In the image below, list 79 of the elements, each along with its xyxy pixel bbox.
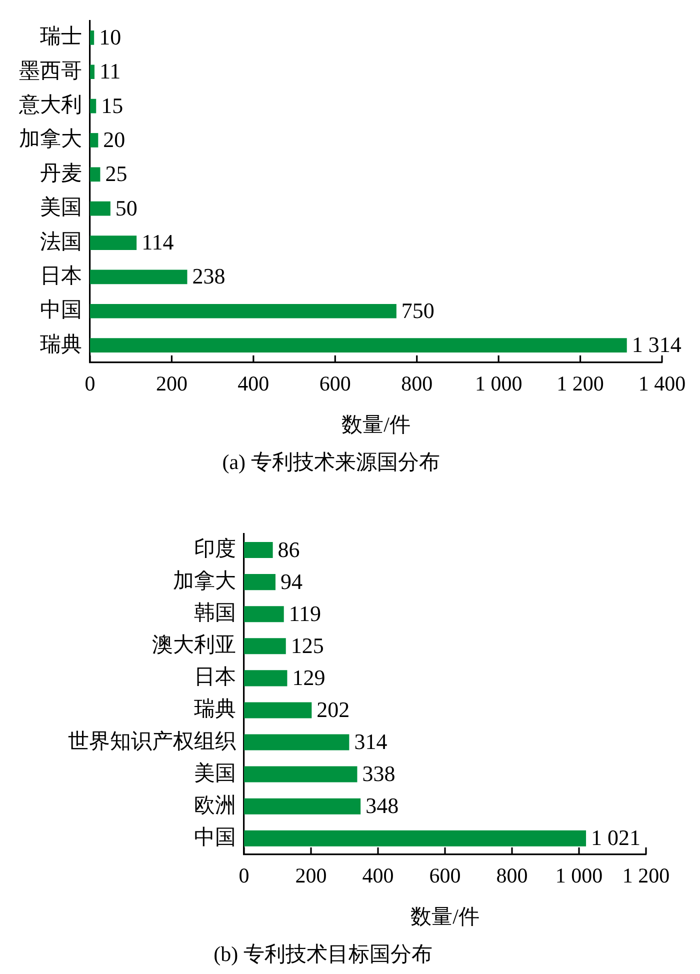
data-label: 1 314 xyxy=(632,332,682,358)
data-label: 119 xyxy=(288,600,322,626)
bar xyxy=(244,798,361,814)
x-tick-label: 200 xyxy=(156,372,188,396)
data-label: 238 xyxy=(192,264,226,289)
x-tick-label: 400 xyxy=(362,864,394,888)
x-tick-label: 600 xyxy=(319,372,351,396)
data-label: 202 xyxy=(316,697,350,722)
y-tick-label: 法国 xyxy=(40,229,82,254)
data-label: 129 xyxy=(292,664,326,690)
bar xyxy=(244,734,350,750)
data-label: 348 xyxy=(366,793,399,818)
y-tick-label: 美国 xyxy=(40,195,82,220)
bar xyxy=(90,338,627,352)
x-tick-label: 1 400 xyxy=(638,372,686,396)
data-label: 15 xyxy=(101,92,124,118)
bar xyxy=(244,702,312,718)
text: (a) 专利技术来源国分布 xyxy=(222,450,440,474)
x-tick-label: 800 xyxy=(401,372,433,396)
y-tick-label: 韩国 xyxy=(194,600,236,625)
y-tick-label: 瑞典 xyxy=(40,332,82,356)
x-tick-label: 1 200 xyxy=(622,864,670,888)
data-label: 25 xyxy=(105,161,128,186)
bar xyxy=(90,304,396,318)
data-label: 94 xyxy=(280,568,302,594)
bar xyxy=(244,830,586,846)
x-axis-title: 数量/件 xyxy=(410,904,480,929)
data-label: 50 xyxy=(115,195,138,220)
x-tick-label: 1 000 xyxy=(555,864,603,888)
bar xyxy=(244,670,288,686)
x-tick-label: 0 xyxy=(84,372,96,396)
y-tick-label: 澳大利亚 xyxy=(152,632,236,657)
y-tick-label: 日本 xyxy=(40,263,82,288)
y-tick-label: 瑞士 xyxy=(40,24,82,48)
bar xyxy=(90,270,188,284)
data-label: 125 xyxy=(290,632,324,658)
data-label: 20 xyxy=(103,127,126,152)
y-tick-label: 世界知识产权组织 xyxy=(68,728,236,753)
data-label: 11 xyxy=(99,58,121,84)
x-axis-title: 数量/件 xyxy=(342,412,410,437)
bar xyxy=(244,766,358,782)
text: (b) 专利技术目标国分布 xyxy=(214,942,432,966)
data-label: 114 xyxy=(142,230,174,255)
data-label: 10 xyxy=(99,24,122,50)
y-tick-label: 日本 xyxy=(194,664,236,689)
y-tick-label: 印度 xyxy=(194,536,236,561)
y-tick-label: 加拿大 xyxy=(173,568,236,593)
y-tick-label: 美国 xyxy=(194,760,236,785)
x-tick-label: 400 xyxy=(238,372,270,396)
x-tick-label: 600 xyxy=(429,864,461,888)
x-tick-label: 0 xyxy=(238,864,250,888)
bar xyxy=(244,574,276,590)
y-tick-label: 中国 xyxy=(194,824,236,849)
bar xyxy=(90,64,94,80)
data-label: 750 xyxy=(401,298,434,323)
bar xyxy=(90,133,98,148)
y-tick-label: 加拿大 xyxy=(19,126,82,151)
y-tick-label: 瑞典 xyxy=(194,696,236,721)
data-label: 86 xyxy=(278,536,300,562)
x-tick-label: 1 000 xyxy=(474,372,522,396)
bar xyxy=(244,542,273,558)
bar xyxy=(244,638,286,654)
y-tick-label: 意大利 xyxy=(18,92,82,117)
data-label: 314 xyxy=(354,729,388,754)
bar xyxy=(90,201,110,216)
data-label: 1 021 xyxy=(591,825,641,850)
y-tick-label: 丹麦 xyxy=(40,160,82,185)
bar xyxy=(90,167,100,182)
data-label: 338 xyxy=(362,761,396,786)
bar xyxy=(90,236,137,250)
bar xyxy=(90,30,94,45)
bar xyxy=(90,98,96,114)
x-tick-label: 200 xyxy=(295,864,327,888)
y-tick-label: 墨西哥 xyxy=(19,58,82,82)
y-tick-label: 中国 xyxy=(40,298,82,322)
bar xyxy=(244,606,284,622)
x-tick-label: 800 xyxy=(496,864,528,888)
y-tick-label: 欧洲 xyxy=(194,792,236,817)
x-tick-label: 1 200 xyxy=(556,372,604,396)
